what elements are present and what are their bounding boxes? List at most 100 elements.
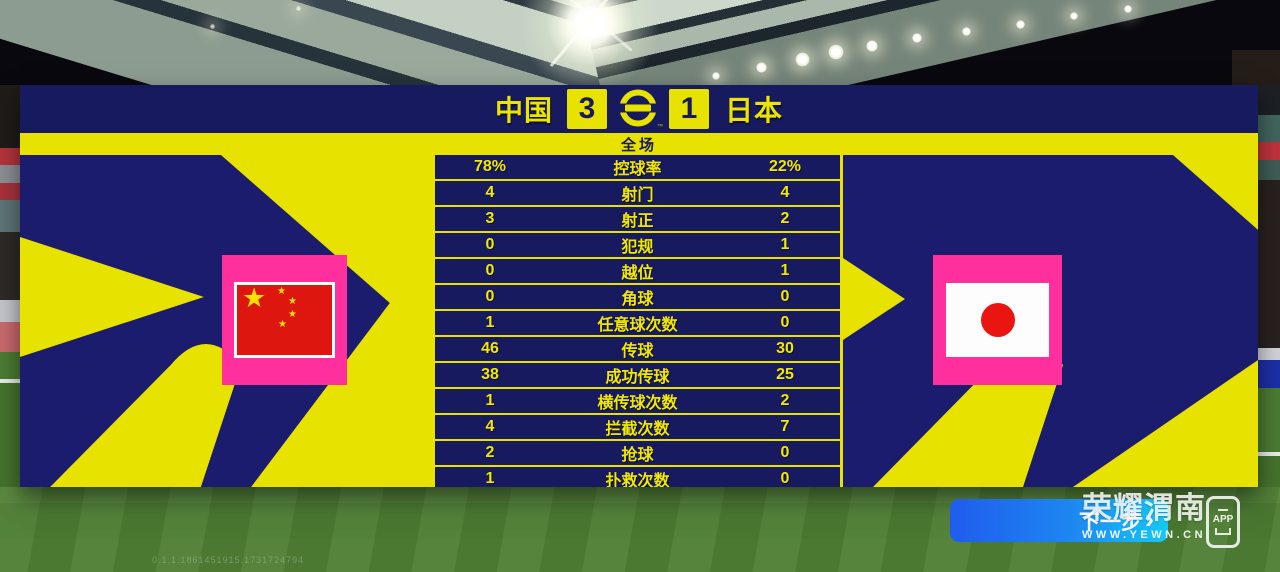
home-team-name: 中国 [494,95,553,126]
stat-label: 拦截次数 [605,421,670,438]
efootball-logo-icon: ™ [615,86,663,132]
floodlight [210,24,215,29]
chevron-right-icon: › [1145,504,1154,534]
floodlight [756,62,767,73]
floodlight [795,52,810,67]
build-version-text: 0.1.1.1861451915.1731724794 [152,555,305,565]
stat-row-fouls: 0 犯规 1 [435,231,840,257]
floodlight [712,72,720,80]
away-value: 25 [776,366,794,383]
home-value: 0 [485,262,495,279]
next-button-label: 下一步 [1079,510,1142,534]
away-value: 1 [780,262,790,279]
stat-label: 抢球 [621,447,654,464]
stat-row-saves: 1 扑救次数 0 [435,465,840,487]
stat-label: 射门 [621,187,654,204]
stat-row-tackles: 2 抢球 0 [435,439,840,465]
away-score: 1 [669,89,709,129]
away-value: 1 [780,236,790,253]
stat-row-free-kicks: 1 任意球次数 0 [435,309,840,335]
home-value: 4 [485,418,495,435]
china-flag: ★ ★ ★ ★ ★ [234,282,335,358]
stadium-stand-left [0,85,20,487]
stat-label: 角球 [621,291,654,308]
stat-row-offsides: 0 越位 1 [435,257,840,283]
watermark: 荣耀渭南 WWW.YEWN.CN [1082,491,1206,541]
stat-row-possession: 78% 控球率 22% [435,155,840,179]
watermark-url: WWW.YEWN.CN [1082,529,1207,541]
china-flag-star-icon: ★ [278,319,287,330]
stat-row-shots-on-target: 3 射正 2 [435,205,840,231]
home-value: 1 [485,314,495,331]
crowd-patch [1232,50,1280,85]
home-value: 4 [485,184,495,201]
away-value: 22% [768,158,802,175]
floodlight [828,44,844,60]
stats-table: 78% 控球率 22% 4 射门 4 3 射正 2 0 犯规 1 [432,155,843,487]
home-value: 38 [481,366,499,383]
floodlight [296,6,301,11]
home-value: 1 [485,470,495,487]
home-value: 1 [485,392,495,409]
stat-row-successful-passes: 38 成功传球 25 [435,361,840,387]
japan-flag [946,283,1049,357]
floodlight [1070,12,1078,20]
stat-row-shots: 4 射门 4 [435,179,840,205]
away-team-name: 日本 [725,95,784,126]
stat-label: 传球 [621,343,654,360]
watermark-title: 荣耀渭南 [1082,492,1206,525]
stat-row-crosses: 1 横传球次数 2 [435,387,840,413]
match-stats-panel: 中国 3 ™ 1 日本 全场 [20,85,1258,487]
next-button[interactable]: 下一步 › [950,499,1168,542]
download-tray-icon [1215,528,1231,535]
home-score: 3 [567,89,607,129]
away-value: 2 [780,392,790,409]
home-value: 3 [485,210,495,227]
stat-row-passes: 46 传球 30 [435,335,840,361]
trademark-symbol: ™ [657,124,663,130]
stat-label: 任意球次数 [597,317,678,334]
stat-row-interceptions: 4 拦截次数 7 [435,413,840,439]
stat-label: 控球率 [613,161,662,178]
japan-flag-sun-icon [980,303,1015,337]
home-value: 46 [481,340,499,357]
floodlight [962,27,971,36]
floodlight [1016,20,1025,29]
stat-label: 犯规 [621,239,654,256]
stat-label: 扑救次数 [605,473,670,487]
stat-label: 成功传球 [605,369,670,386]
score-header: 中国 3 ™ 1 日本 [20,85,1258,133]
away-value: 0 [780,288,790,305]
phone-speaker-dash [1218,509,1228,511]
stat-row-corners: 0 角球 0 [435,283,840,309]
app-label: APP [1212,514,1234,525]
away-value: 30 [776,340,794,357]
stat-label: 射正 [621,213,654,230]
away-value: 0 [780,314,790,331]
stadium-backdrop [0,0,1280,85]
home-value: 0 [485,288,495,305]
china-flag-star-icon: ★ [288,296,297,307]
stat-label: 越位 [621,265,654,282]
stadium-stand-right [1258,85,1280,487]
app-phone-icon: APP [1206,496,1240,548]
china-flag-star-icon: ★ [242,283,267,313]
home-value: 2 [485,444,495,461]
away-flag-card [933,255,1062,385]
home-value: 0 [485,236,495,253]
home-flag-card: ★ ★ ★ ★ ★ [222,255,347,385]
floodlight [866,40,878,52]
away-value: 0 [780,444,790,461]
away-value: 2 [780,210,790,227]
period-label-band: 全场 [20,133,1258,155]
china-flag-star-icon: ★ [277,286,286,297]
floodlight [1124,5,1132,13]
floodlight [912,33,922,43]
china-flag-star-icon: ★ [288,309,297,320]
stat-label: 横传球次数 [597,395,678,412]
away-value: 0 [780,470,790,487]
away-value: 4 [780,184,790,201]
arrow-motif-left [20,155,390,487]
away-value: 7 [780,418,790,435]
